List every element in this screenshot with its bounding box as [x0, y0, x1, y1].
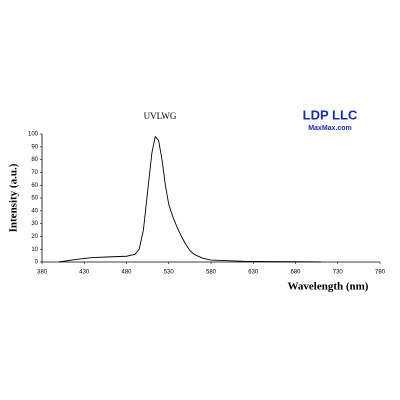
y-tick-label: 70 — [31, 170, 38, 176]
y-tick-label: 30 — [31, 221, 38, 227]
y-tick-label: 0 — [35, 260, 39, 266]
y-tick-label: 20 — [31, 234, 38, 240]
logo-subtitle: MaxMax.com — [308, 125, 352, 132]
x-tick-label: 580 — [206, 270, 217, 276]
y-tick-label: 90 — [31, 144, 38, 150]
x-axis-label: Wavelength (nm) — [288, 281, 369, 293]
y-tick-label: 60 — [31, 183, 38, 189]
x-tick-label: 630 — [248, 270, 259, 276]
y-tick-label: 100 — [28, 132, 39, 138]
x-tick-label: 380 — [37, 270, 48, 276]
y-tick-label: 10 — [31, 247, 38, 253]
y-tick-label: 80 — [31, 157, 38, 163]
x-tick-label: 730 — [333, 270, 344, 276]
x-tick-label: 430 — [79, 270, 90, 276]
y-axis-label: Intensity (a.u.) — [8, 163, 20, 232]
x-tick-label: 530 — [164, 270, 175, 276]
x-tick-label: 480 — [121, 270, 132, 276]
x-tick-label: 680 — [290, 270, 301, 276]
x-tick-label: 780 — [375, 270, 386, 276]
y-tick-label: 50 — [31, 196, 38, 202]
logo-title: LDP LLC — [303, 107, 358, 122]
spectrum-line — [58, 135, 321, 263]
y-tick-label: 40 — [31, 208, 38, 214]
chart-title: UVLWG — [144, 111, 177, 121]
